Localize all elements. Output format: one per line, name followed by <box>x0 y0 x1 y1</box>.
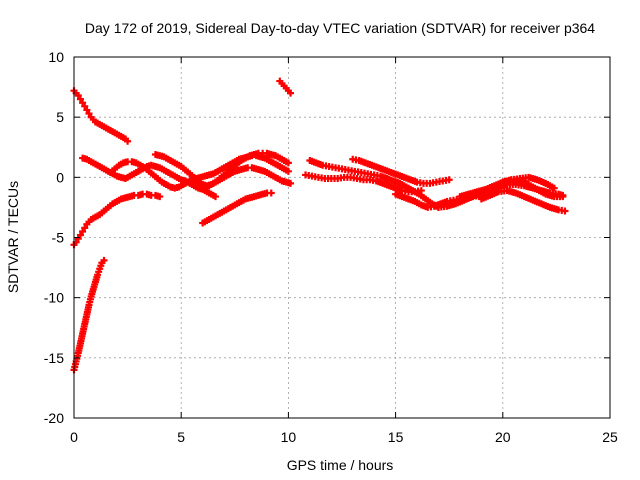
x-tick-label: 10 <box>281 429 297 445</box>
data-point <box>561 207 569 215</box>
plot-border <box>73 56 611 419</box>
data-point <box>85 110 93 118</box>
data-point <box>287 179 295 187</box>
x-tick-label: 15 <box>388 429 404 445</box>
data-point <box>284 159 292 167</box>
data-point <box>156 193 164 201</box>
data-point <box>559 193 567 201</box>
grid-lines <box>74 57 610 418</box>
data-point <box>284 167 292 175</box>
data-point <box>79 99 87 107</box>
series-arc-mid-b <box>302 171 425 196</box>
series-arc-steep-rise <box>70 256 108 374</box>
data-point <box>267 189 275 197</box>
data-point <box>287 89 295 97</box>
y-tick-label: 5 <box>56 109 64 125</box>
series-arc-late-c <box>477 187 569 215</box>
y-tick-label: -15 <box>44 350 64 366</box>
x-tick-label: 5 <box>177 429 185 445</box>
series-arc-rise-bottom <box>70 190 164 249</box>
data-point <box>76 95 84 103</box>
chart-title: Day 172 of 2019, Sidereal Day-to-day VTE… <box>85 20 595 36</box>
y-tick-label: -5 <box>52 230 65 246</box>
series-arc-lower-rise <box>199 189 275 227</box>
data-point <box>445 176 453 184</box>
y-tick-label: 0 <box>56 169 64 185</box>
x-tick-label: 25 <box>602 429 618 445</box>
y-axis-label: SDTVAR / TECUs <box>5 181 21 293</box>
data-point <box>81 102 89 110</box>
data-point <box>79 227 87 235</box>
data-markers <box>70 77 569 374</box>
data-point <box>83 106 91 114</box>
data-point <box>100 256 108 264</box>
axis-ticks: 0 5 10 15 20 25 -20 -15 -10 -5 0 5 10 <box>44 49 618 445</box>
y-tick-label: 10 <box>48 49 64 65</box>
data-point <box>74 235 82 243</box>
data-point <box>76 231 84 239</box>
data-point <box>124 137 132 145</box>
y-tick-label: -10 <box>44 290 64 306</box>
y-tick-label: -20 <box>44 410 64 426</box>
series-arc-wave-d <box>188 164 295 191</box>
data-point <box>417 187 425 195</box>
x-tick-label: 20 <box>495 429 511 445</box>
series-arc-decay-top <box>70 87 132 145</box>
series-arc-short-high <box>276 77 295 97</box>
data-point <box>81 224 89 232</box>
x-tick-label: 0 <box>70 429 78 445</box>
data-point <box>212 193 220 201</box>
data-point <box>74 92 82 100</box>
series-arc-late-d <box>499 173 558 192</box>
data-point <box>550 184 558 192</box>
series-arc-mid-c <box>349 155 453 187</box>
x-axis-label: GPS time / hours <box>287 457 394 473</box>
